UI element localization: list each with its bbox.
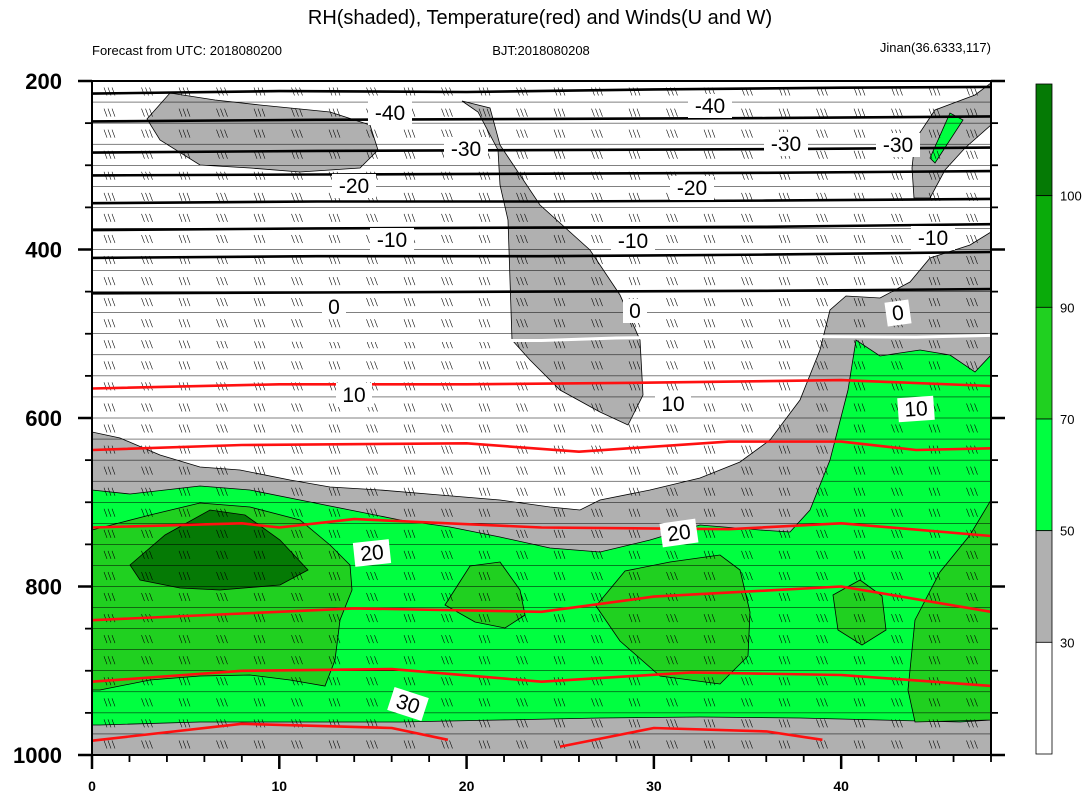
contour-label: 0 <box>623 299 647 323</box>
temperature-contour-line <box>92 667 991 688</box>
temperature-contour-line <box>92 250 991 260</box>
rh-region-70-90-center <box>595 554 751 685</box>
svg-text:0: 0 <box>328 296 340 319</box>
chart-title: RH(shaded), Temperature(red) and Winds(U… <box>308 7 772 29</box>
x-tick-label: 40 <box>833 778 849 794</box>
rh-region-100-plus <box>129 509 309 591</box>
colorbar-label: 90 <box>1060 300 1074 315</box>
contour-label: -10 <box>611 229 655 253</box>
colorbar-swatch <box>1035 306 1053 420</box>
svg-text:-20: -20 <box>677 177 707 200</box>
contour-label: 0 <box>322 295 346 319</box>
colorbar-label: 30 <box>1060 635 1074 650</box>
y-tick-label: 600 <box>25 406 62 431</box>
y-tick-label: 1000 <box>13 743 62 768</box>
svg-text:10: 10 <box>904 397 929 422</box>
svg-text:-30: -30 <box>771 133 801 156</box>
temperature-contour-line <box>559 726 823 748</box>
temperature-contour-line <box>92 585 991 622</box>
contour-label: 0 <box>884 299 912 327</box>
contour-label: -40 <box>688 94 732 118</box>
x-tick-label: 20 <box>459 778 475 794</box>
contour-label: -20 <box>670 176 714 200</box>
svg-text:-20: -20 <box>339 175 369 198</box>
colorbar-label: 70 <box>1060 412 1074 427</box>
x-tick-label: 0 <box>88 778 96 794</box>
svg-text:10: 10 <box>661 393 684 416</box>
svg-text:-10: -10 <box>918 227 948 250</box>
temperature-contour-line <box>92 722 449 742</box>
contour-label: -40 <box>368 101 412 125</box>
temperature-contour-line <box>92 333 991 342</box>
y-tick-label: 400 <box>25 238 62 263</box>
svg-text:10: 10 <box>342 384 365 407</box>
contour-label: 20 <box>352 539 392 567</box>
y-tick-label: 200 <box>25 69 62 94</box>
rh-region-30-50-tongue <box>461 100 644 426</box>
svg-text:20: 20 <box>666 520 692 546</box>
temperature-contour-line <box>92 440 991 454</box>
colorbar-label: 100 <box>1060 189 1082 204</box>
plot-area: -40 -40 -30 -30 -30 -20 -20 -10 -10 -10 … <box>92 81 991 755</box>
contour-label: 20 <box>659 518 699 548</box>
colorbar: 100 90 70 50 30 <box>1035 83 1082 755</box>
temperature-contour-line <box>92 378 991 390</box>
svg-text:0: 0 <box>629 300 641 323</box>
contour-label: -10 <box>911 226 955 250</box>
contour-label: -10 <box>370 228 414 252</box>
rh-region-small-patch <box>929 112 964 164</box>
contour-label: 10 <box>897 395 935 423</box>
x-axis: 0 10 20 30 40 <box>88 755 992 794</box>
forecast-label: Forecast from UTC: 2018080200 <box>92 43 282 58</box>
colorbar-swatch <box>1035 641 1053 755</box>
temperature-contour-line <box>92 197 991 205</box>
svg-text:-30: -30 <box>451 138 481 161</box>
colorbar-label: 50 <box>1060 524 1074 539</box>
rh-region-70-90-right <box>907 499 991 723</box>
guide-lines <box>92 81 991 755</box>
temperature-contour-line <box>92 517 991 538</box>
y-tick-label: 800 <box>25 575 62 600</box>
contour-label: -30 <box>444 137 488 161</box>
contour-label: 10 <box>655 392 691 416</box>
temperature-contour-line <box>92 115 991 123</box>
colorbar-swatch <box>1035 195 1053 308</box>
temperature-contours <box>92 85 991 748</box>
temperature-contour-line <box>92 222 991 232</box>
contour-label: -20 <box>332 174 376 198</box>
contour-label: -30 <box>876 133 920 157</box>
temperature-contour-line <box>92 169 991 177</box>
x-tick-label: 10 <box>272 778 288 794</box>
contour-label: -30 <box>764 132 808 156</box>
svg-text:0: 0 <box>891 301 906 325</box>
colorbar-swatch <box>1035 530 1053 643</box>
svg-text:-40: -40 <box>695 95 725 118</box>
x-tick-label: 30 <box>646 778 662 794</box>
temperature-contour-line <box>92 85 991 95</box>
temperature-contour-line <box>92 146 991 154</box>
colorbar-swatch <box>1035 418 1053 532</box>
bjt-label: BJT:2018080208 <box>492 43 590 58</box>
rh-region-30-50-topright <box>911 82 991 199</box>
svg-text:20: 20 <box>359 541 385 566</box>
svg-text:-10: -10 <box>618 230 648 253</box>
svg-text:-30: -30 <box>883 134 913 157</box>
contour-labels: -40 -40 -30 -30 -30 -20 -20 -10 -10 -10 … <box>322 94 955 721</box>
location-label: Jinan(36.6333,117) <box>880 40 991 55</box>
svg-text:-10: -10 <box>377 229 407 252</box>
contour-label: 10 <box>336 383 372 407</box>
colorbar-swatch <box>1035 83 1053 197</box>
svg-text:-40: -40 <box>375 102 405 125</box>
temperature-contour-line <box>92 287 991 295</box>
